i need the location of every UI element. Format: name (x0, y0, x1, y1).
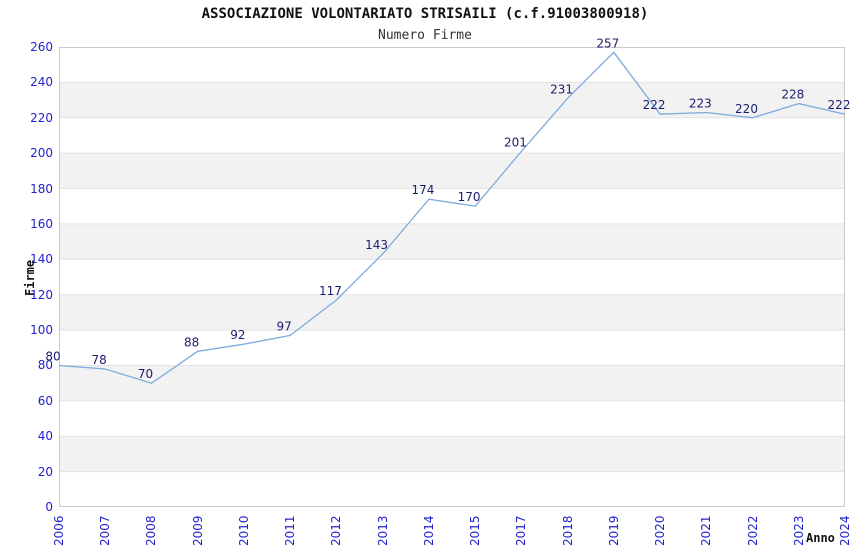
data-label: 222 (828, 98, 850, 112)
y-tick-label: 240 (30, 75, 53, 90)
x-tick-label: 2006 (52, 515, 66, 546)
data-label: 143 (365, 238, 388, 252)
y-tick-label: 180 (30, 181, 53, 196)
line-chart-svg: 80 78 70 88 92 97 117 143 174 170 201 231 257 222 223 2… (45, 36, 850, 507)
y-tick-label: 60 (37, 393, 53, 408)
chart-title: ASSOCIAZIONE VOLONTARIATO STRISAILI (c.f… (201, 6, 649, 22)
grid-band (59, 259, 845, 295)
data-label: 174 (411, 183, 434, 197)
x-tick-label: 2015 (468, 515, 483, 546)
x-tick-label: 2008 (144, 515, 159, 546)
plot-area: 80 78 70 88 92 97 117 143 174 170 201 231 257 222 223 2… (45, 36, 850, 507)
data-label: 231 (550, 82, 573, 96)
y-tick-label: 40 (37, 429, 53, 444)
grid-band (59, 117, 845, 154)
x-tick-label: 2021 (699, 515, 714, 546)
y-tick-label: 20 (37, 464, 53, 479)
data-label: 170 (458, 190, 481, 204)
data-label: 201 (504, 135, 527, 149)
x-tick-label: 2017 (514, 515, 529, 546)
x-tick-label: 2019 (606, 515, 621, 546)
data-label: 223 (689, 97, 712, 111)
grid-band (59, 436, 845, 472)
y-tick-label: 80 (37, 358, 53, 373)
data-label: 70 (138, 367, 153, 381)
grid-band (59, 153, 845, 189)
grid-band (59, 223, 845, 260)
y-tick-label: 260 (30, 40, 53, 54)
plot-border (59, 47, 845, 507)
y-tick-label: 120 (30, 287, 53, 302)
grid-band (59, 471, 845, 507)
grid-band (59, 400, 845, 437)
x-tick-label: 2009 (190, 515, 205, 546)
x-tick-label: 2014 (421, 515, 436, 546)
x-tick-label: 2018 (560, 515, 575, 546)
y-tick-label: 100 (30, 323, 53, 338)
y-tick-label: 140 (30, 252, 53, 267)
grid-band (59, 330, 845, 366)
y-tick-label: 0 (45, 500, 53, 514)
data-label: 257 (596, 36, 619, 50)
data-label: 92 (230, 328, 245, 342)
x-tick-label: 2007 (98, 515, 113, 546)
x-tick-label: 2024 (838, 515, 850, 546)
x-tick-label: 2020 (653, 515, 668, 546)
x-tick-label: 2011 (283, 515, 298, 546)
x-tick-label: 2013 (375, 515, 390, 546)
x-tick-label: 2012 (329, 515, 344, 546)
chart-subtitle: Numero Firme (378, 28, 472, 43)
grid-band (59, 294, 845, 331)
y-tick-label: 160 (30, 216, 53, 231)
y-tick-label: 200 (30, 146, 53, 161)
grid-band (59, 47, 845, 83)
data-label: 220 (735, 102, 758, 116)
y-tick-label: 220 (30, 110, 53, 125)
data-label: 88 (184, 335, 199, 349)
x-tick-label: 2022 (745, 515, 760, 546)
data-label: 80 (45, 350, 60, 364)
data-label: 117 (319, 284, 342, 298)
data-label: 222 (643, 98, 666, 112)
grid-band (59, 82, 845, 118)
data-label: 78 (92, 353, 107, 367)
series-line (58, 51, 846, 384)
grid-band (59, 188, 845, 224)
data-label: 228 (781, 88, 804, 102)
grid-band (59, 365, 845, 401)
x-axis-title: Anno (806, 531, 835, 545)
y-axis-title: Firme (23, 259, 37, 296)
x-tick-label: 2023 (791, 515, 806, 546)
x-tick-label: 2010 (236, 515, 251, 546)
data-label: 97 (277, 319, 292, 333)
